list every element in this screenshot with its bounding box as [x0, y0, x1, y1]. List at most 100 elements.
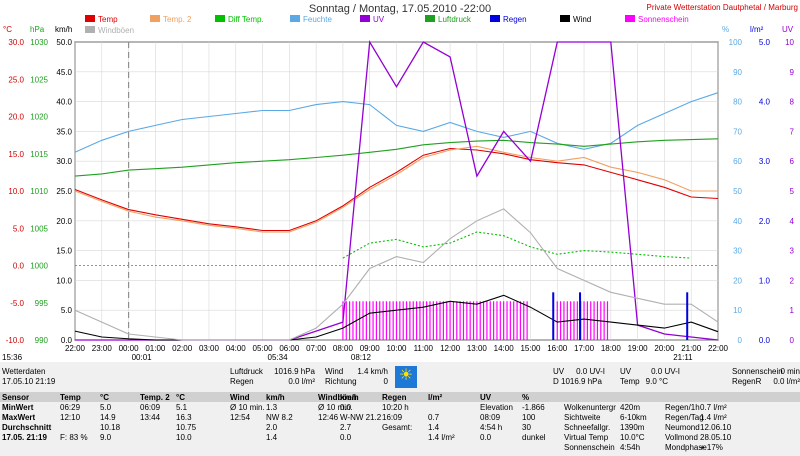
x-tick: 14:00: [494, 344, 515, 353]
row-label: MinWert: [2, 403, 34, 412]
rainR-value: 0.0 l/m²: [773, 377, 800, 386]
table-cell: Mondphase: [665, 443, 707, 452]
table-cell: 2.0: [266, 423, 278, 432]
tick-humidity: 90: [733, 68, 742, 77]
table-cell: 0.0: [340, 403, 352, 412]
table-cell: 420m: [620, 403, 641, 412]
sun-icon: ☀: [398, 367, 414, 384]
legend-label-2: Diff Temp.: [228, 15, 264, 24]
panel-date: 17.05.10 21:19: [2, 377, 56, 386]
x-tick: 15:00: [520, 344, 541, 353]
row-label: 17.05. 21:19: [2, 433, 47, 442]
table-cell: Regen/1h: [665, 403, 700, 412]
tick-humidity: 100: [729, 38, 743, 47]
tick-uv: 3: [790, 247, 795, 256]
tick-uv: 2: [790, 276, 795, 285]
table-cell: Sonnenschein: [564, 443, 615, 452]
table-cell: Sichtweite: [564, 413, 601, 422]
x-tick: 06:00: [279, 344, 300, 353]
table-header: Temp. 2: [140, 393, 170, 402]
tick-humidity: 30: [733, 247, 742, 256]
tick-rain: 0.0: [759, 336, 771, 345]
legend-swatch-7: [560, 15, 570, 22]
legend-label-8: Sonnenschein: [638, 15, 689, 24]
tick-pressure: 1020: [30, 113, 48, 122]
table-cell: Virtual Temp: [564, 433, 609, 442]
tick-temp: 20.0: [8, 113, 24, 122]
legend-swatch-2: [215, 15, 225, 22]
table-cell: 10.18: [100, 423, 121, 432]
tick-uv: 10: [785, 38, 794, 47]
x-tick: 05:00: [253, 344, 274, 353]
tick-uv: 8: [790, 98, 795, 107]
x-tick: 22:00: [708, 344, 729, 353]
table-cell: 12:10: [60, 413, 81, 422]
table-cell: 6-10km: [620, 413, 647, 422]
x-tick: 09:00: [360, 344, 381, 353]
table-cell: 4:54 h: [480, 423, 503, 432]
marker-right: 21:11: [673, 353, 693, 362]
table-cell: Ø 10 min.: [318, 403, 353, 412]
tick-temp: 5.0: [13, 224, 25, 233]
table-cell: Ø 10 min.: [230, 403, 265, 412]
tick-wind: 15.0: [56, 247, 72, 256]
x-tick: 10:00: [386, 344, 407, 353]
x-tick: 16:00: [547, 344, 568, 353]
x-tick: 03:00: [199, 344, 220, 353]
table-header: km/h: [266, 393, 285, 402]
x-tick: 22:00: [65, 344, 86, 353]
x-tick: 07:00: [306, 344, 327, 353]
rain-value: 0.0 l/m²: [288, 377, 315, 386]
table-cell: 9.0: [100, 433, 112, 442]
x-tick: 08:00: [333, 344, 354, 353]
tick-wind: 20.0: [56, 217, 72, 226]
table-cell: 30: [522, 423, 531, 432]
table-cell: 28.05.10: [700, 433, 732, 442]
tick-wind: 35.0: [56, 127, 72, 136]
table-cell: 4:54h: [620, 443, 641, 452]
tick-temp: 30.0: [8, 38, 24, 47]
tick-wind: 0.0: [61, 336, 73, 345]
series-line-3: [74, 92, 719, 153]
table-cell: NW 8.2: [266, 413, 293, 422]
x-tick: 13:00: [467, 344, 488, 353]
table-cell: 2.7: [340, 423, 352, 432]
table-cell: 06:29: [60, 403, 81, 412]
table-header: °C: [176, 393, 185, 402]
table-cell: 1.4 l/m²: [428, 433, 455, 442]
tick-uv: 9: [790, 68, 795, 77]
table-cell: Wolkenuntergr: [564, 403, 616, 412]
tick-wind: 50.0: [56, 38, 72, 47]
tick-uv: 6: [790, 157, 795, 166]
series-line-1: [74, 145, 718, 233]
x-tick: 00:00: [119, 344, 140, 353]
table-cell: 1.3: [266, 403, 278, 412]
x-tick: 20:00: [654, 344, 675, 353]
axis-title-humidity: %: [722, 25, 729, 34]
marker-sunrise: 05:34: [268, 353, 289, 362]
tick-humidity: 70: [733, 127, 742, 136]
series-line-0: [74, 147, 719, 232]
legend-label-3: Feuchte: [303, 15, 332, 24]
row-label: MaxWert: [2, 413, 36, 422]
x-tick: 23:00: [92, 344, 113, 353]
tick-pressure: 1025: [30, 75, 48, 84]
x-tick: 01:00: [145, 344, 166, 353]
legend-label-9: Windböen: [98, 26, 134, 35]
table-cell: Gesamt:: [382, 423, 413, 432]
legend-swatch-0: [85, 15, 95, 22]
pressure-label: Luftdruck: [230, 367, 263, 376]
table-cell: 08:09: [480, 413, 501, 422]
marker-midnight: 00:01: [132, 353, 153, 362]
x-tick: 19:00: [628, 344, 649, 353]
x-tick: 12:00: [440, 344, 461, 353]
rainR-label: RegenR: [732, 377, 762, 386]
table-cell: 0.7 l/m²: [700, 403, 727, 412]
legend-label-4: UV: [373, 15, 385, 24]
series-line-7: [74, 208, 719, 341]
table-cell: 10.0: [176, 433, 192, 442]
table-cell: 1.4: [266, 433, 278, 442]
legend-swatch-3: [290, 15, 300, 22]
table-cell: 10.75: [176, 423, 197, 432]
tick-humidity: 60: [733, 157, 742, 166]
